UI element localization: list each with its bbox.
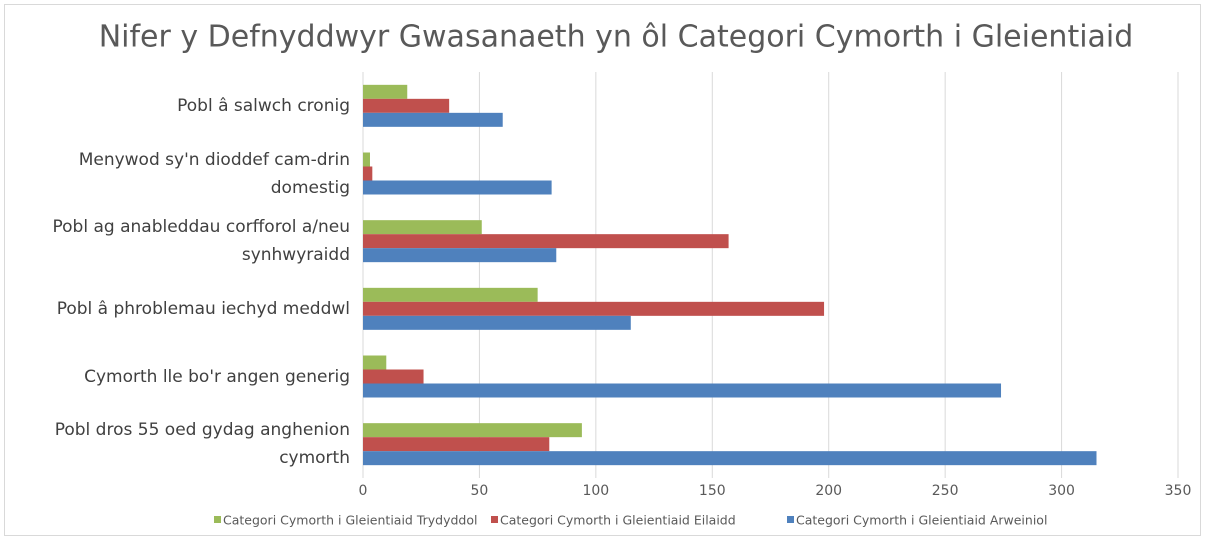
bar <box>363 315 631 330</box>
legend-label: Categori Cymorth i Gleientiaid Eilaidd <box>500 513 736 528</box>
legend-marker <box>491 516 498 523</box>
x-tick-label: 150 <box>699 483 726 499</box>
bar <box>363 112 503 127</box>
bar <box>363 437 550 452</box>
x-tick-label: 350 <box>1165 483 1192 499</box>
x-tick-label: 100 <box>582 483 609 499</box>
x-tick-label: 200 <box>815 483 842 499</box>
x-tick-label: 300 <box>1048 483 1075 499</box>
bar <box>363 180 552 195</box>
bar <box>363 423 582 438</box>
x-tick-label: 250 <box>932 483 959 499</box>
bar <box>363 166 373 181</box>
x-tick-label: 0 <box>359 483 368 499</box>
bar <box>363 84 408 99</box>
bar <box>363 98 450 113</box>
y-tick-label: Pobl â salwch cronig <box>177 95 350 116</box>
y-tick-label: Cymorth lle bo'r angen generig <box>84 366 350 387</box>
y-tick-label: Menywod sy'n dioddef cam-drin domestig <box>78 149 350 198</box>
bar <box>363 383 1002 398</box>
legend-label: Categori Cymorth i Gleientiaid Trydyddol <box>223 513 478 528</box>
bar <box>363 152 370 167</box>
y-tick-label: Pobl â phroblemau iechyd meddwl <box>56 298 350 319</box>
bar <box>363 234 729 249</box>
legend-marker <box>787 516 794 523</box>
x-tick-label: 50 <box>471 483 489 499</box>
bar <box>363 301 825 316</box>
bar <box>363 248 557 263</box>
bar <box>363 355 387 370</box>
bar <box>363 220 482 235</box>
bar <box>363 451 1097 466</box>
chart-title: Nifer y Defnyddwyr Gwasanaeth yn ôl Cate… <box>99 20 1134 55</box>
y-tick-label: Pobl dros 55 oed gydag anghenion cymorth <box>54 420 350 469</box>
legend-label: Categori Cymorth i Gleientiaid Arweiniol <box>796 513 1047 528</box>
bar <box>363 287 538 302</box>
chart-frame <box>4 4 1201 536</box>
y-tick-label: Pobl ag anableddau corfforol a/neu synhw… <box>52 217 350 266</box>
bar <box>363 369 424 384</box>
legend-marker <box>214 516 221 523</box>
